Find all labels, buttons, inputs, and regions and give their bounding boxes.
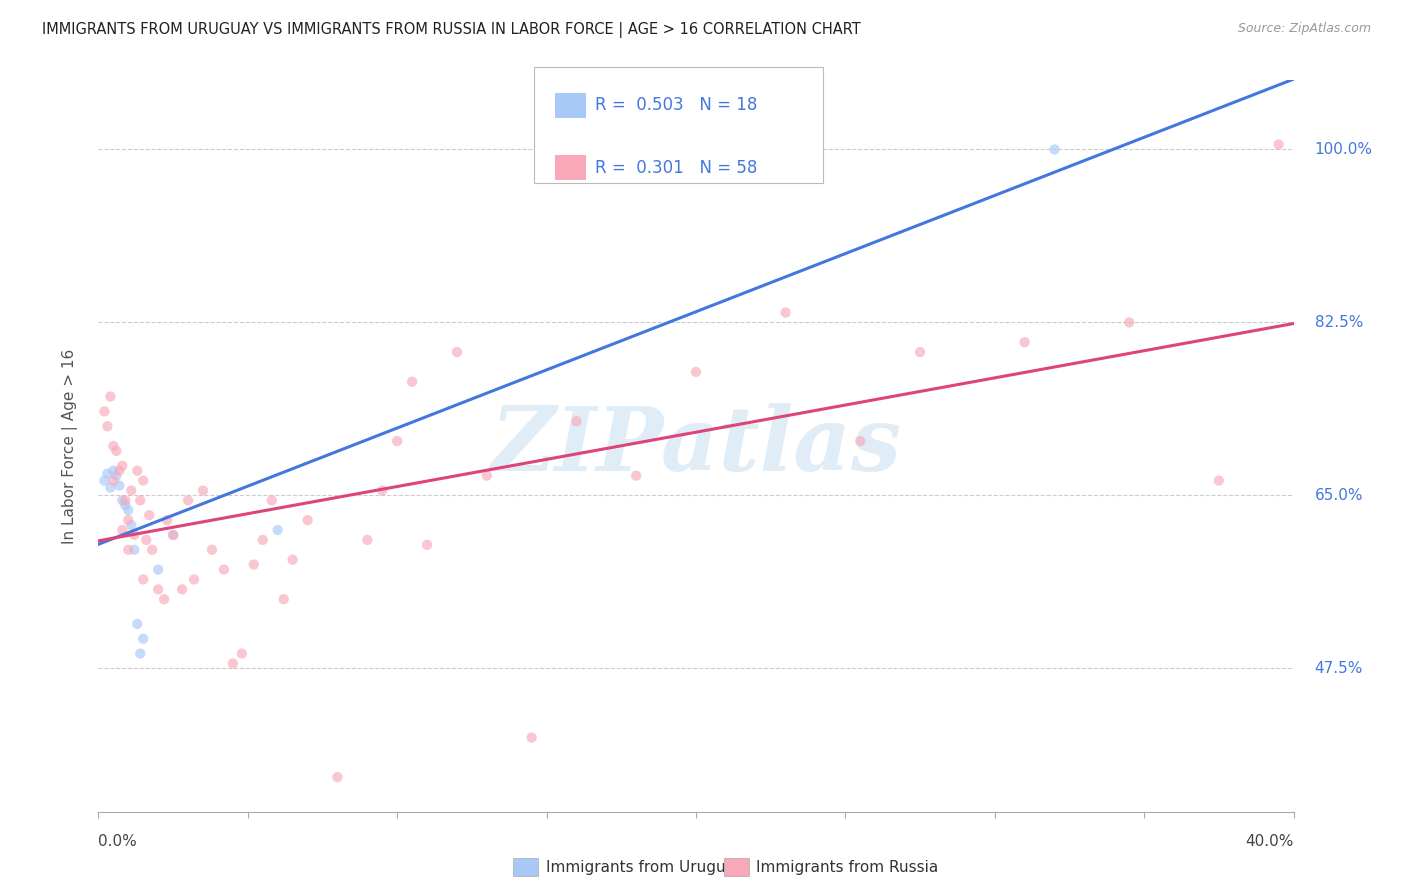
Point bbox=[1267, 137, 1289, 152]
Point bbox=[129, 493, 152, 508]
Point bbox=[1118, 315, 1140, 329]
Point bbox=[201, 542, 224, 557]
Text: Immigrants from Russia: Immigrants from Russia bbox=[756, 860, 939, 874]
Point bbox=[120, 518, 142, 533]
Point bbox=[849, 434, 872, 448]
Point bbox=[129, 647, 152, 661]
Point bbox=[177, 493, 200, 508]
Point bbox=[114, 493, 136, 508]
Text: 100.0%: 100.0% bbox=[1315, 142, 1372, 157]
Point bbox=[141, 542, 163, 557]
Point bbox=[212, 563, 235, 577]
Text: ZIPatlas: ZIPatlas bbox=[491, 403, 901, 489]
Text: Immigrants from Uruguay: Immigrants from Uruguay bbox=[546, 860, 744, 874]
Point bbox=[120, 483, 142, 498]
Point bbox=[273, 592, 295, 607]
Point bbox=[117, 542, 139, 557]
Point bbox=[114, 498, 136, 512]
Point bbox=[326, 770, 349, 784]
Text: 0.0%: 0.0% bbox=[98, 834, 138, 849]
Point bbox=[624, 468, 647, 483]
Text: R =  0.301   N = 58: R = 0.301 N = 58 bbox=[595, 159, 756, 177]
Point bbox=[124, 528, 146, 542]
Point bbox=[685, 365, 707, 379]
Point bbox=[111, 523, 134, 537]
Point bbox=[117, 513, 139, 527]
Point bbox=[222, 657, 245, 671]
Point bbox=[105, 468, 128, 483]
Point bbox=[371, 483, 394, 498]
Point bbox=[172, 582, 194, 597]
Point bbox=[132, 474, 155, 488]
Point bbox=[260, 493, 283, 508]
Point bbox=[124, 542, 146, 557]
Point bbox=[96, 467, 118, 481]
Point bbox=[385, 434, 409, 448]
Point bbox=[252, 533, 274, 547]
Point bbox=[127, 464, 149, 478]
Point bbox=[356, 533, 378, 547]
Point bbox=[162, 528, 184, 542]
Point bbox=[231, 647, 253, 661]
Point bbox=[297, 513, 319, 527]
Text: 40.0%: 40.0% bbox=[1246, 834, 1294, 849]
Point bbox=[117, 503, 139, 517]
Point bbox=[148, 582, 170, 597]
Point bbox=[98, 481, 122, 495]
Point bbox=[127, 616, 149, 631]
Text: Source: ZipAtlas.com: Source: ZipAtlas.com bbox=[1237, 22, 1371, 36]
Point bbox=[135, 533, 157, 547]
Point bbox=[93, 474, 115, 488]
Text: 65.0%: 65.0% bbox=[1315, 488, 1362, 503]
Point bbox=[243, 558, 266, 572]
Point bbox=[93, 404, 115, 418]
Point bbox=[1208, 474, 1230, 488]
Point bbox=[103, 474, 125, 488]
Point bbox=[108, 478, 131, 492]
Point bbox=[446, 345, 468, 359]
Point bbox=[138, 508, 160, 523]
Point bbox=[908, 345, 931, 359]
Point bbox=[162, 528, 184, 542]
Point bbox=[96, 419, 118, 434]
Point bbox=[281, 552, 304, 566]
Point bbox=[183, 573, 205, 587]
Point bbox=[103, 439, 125, 453]
Text: 82.5%: 82.5% bbox=[1315, 315, 1362, 330]
Point bbox=[98, 390, 122, 404]
Point bbox=[132, 573, 155, 587]
Point bbox=[132, 632, 155, 646]
Point bbox=[1014, 335, 1036, 350]
Point bbox=[191, 483, 214, 498]
Point bbox=[156, 513, 179, 527]
Point bbox=[111, 493, 134, 508]
Point bbox=[103, 464, 125, 478]
Point bbox=[401, 375, 423, 389]
Point bbox=[775, 305, 797, 319]
Point bbox=[148, 563, 170, 577]
Point bbox=[105, 444, 128, 458]
Point bbox=[267, 523, 290, 537]
Point bbox=[565, 414, 588, 428]
Point bbox=[416, 538, 439, 552]
Y-axis label: In Labor Force | Age > 16: In Labor Force | Age > 16 bbox=[62, 349, 77, 543]
Point bbox=[108, 464, 131, 478]
Point bbox=[111, 458, 134, 473]
Text: R =  0.503   N = 18: R = 0.503 N = 18 bbox=[595, 96, 756, 114]
Point bbox=[1043, 143, 1066, 157]
Point bbox=[153, 592, 176, 607]
Point bbox=[520, 731, 543, 745]
Text: 47.5%: 47.5% bbox=[1315, 661, 1362, 676]
Point bbox=[475, 468, 498, 483]
Text: IMMIGRANTS FROM URUGUAY VS IMMIGRANTS FROM RUSSIA IN LABOR FORCE | AGE > 16 CORR: IMMIGRANTS FROM URUGUAY VS IMMIGRANTS FR… bbox=[42, 22, 860, 38]
